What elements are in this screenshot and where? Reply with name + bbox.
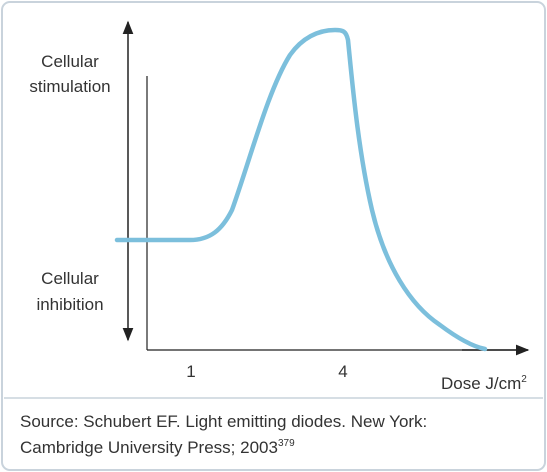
x-axis-label-sup: 2 bbox=[521, 374, 527, 385]
inhibition-label: inhibition bbox=[36, 295, 103, 314]
dose-response-curve bbox=[114, 27, 488, 352]
stimulation-label: Cellular bbox=[41, 52, 99, 71]
x-axis-label-text: Dose J/cm bbox=[441, 374, 521, 393]
x-tick-label: 1 bbox=[186, 362, 195, 381]
stimulation-label: stimulation bbox=[29, 77, 110, 96]
source-line: Cambridge University Press; 2003379 bbox=[20, 438, 295, 457]
source-sup: 379 bbox=[278, 438, 295, 449]
x-axis-label: Dose J/cm2 bbox=[441, 374, 527, 393]
source-line: Source: Schubert EF. Light emitting diod… bbox=[20, 412, 427, 431]
source-text: Cambridge University Press; 2003 bbox=[20, 438, 278, 457]
x-tick-label: 4 bbox=[338, 362, 347, 381]
inhibition-label: Cellular bbox=[41, 269, 99, 288]
